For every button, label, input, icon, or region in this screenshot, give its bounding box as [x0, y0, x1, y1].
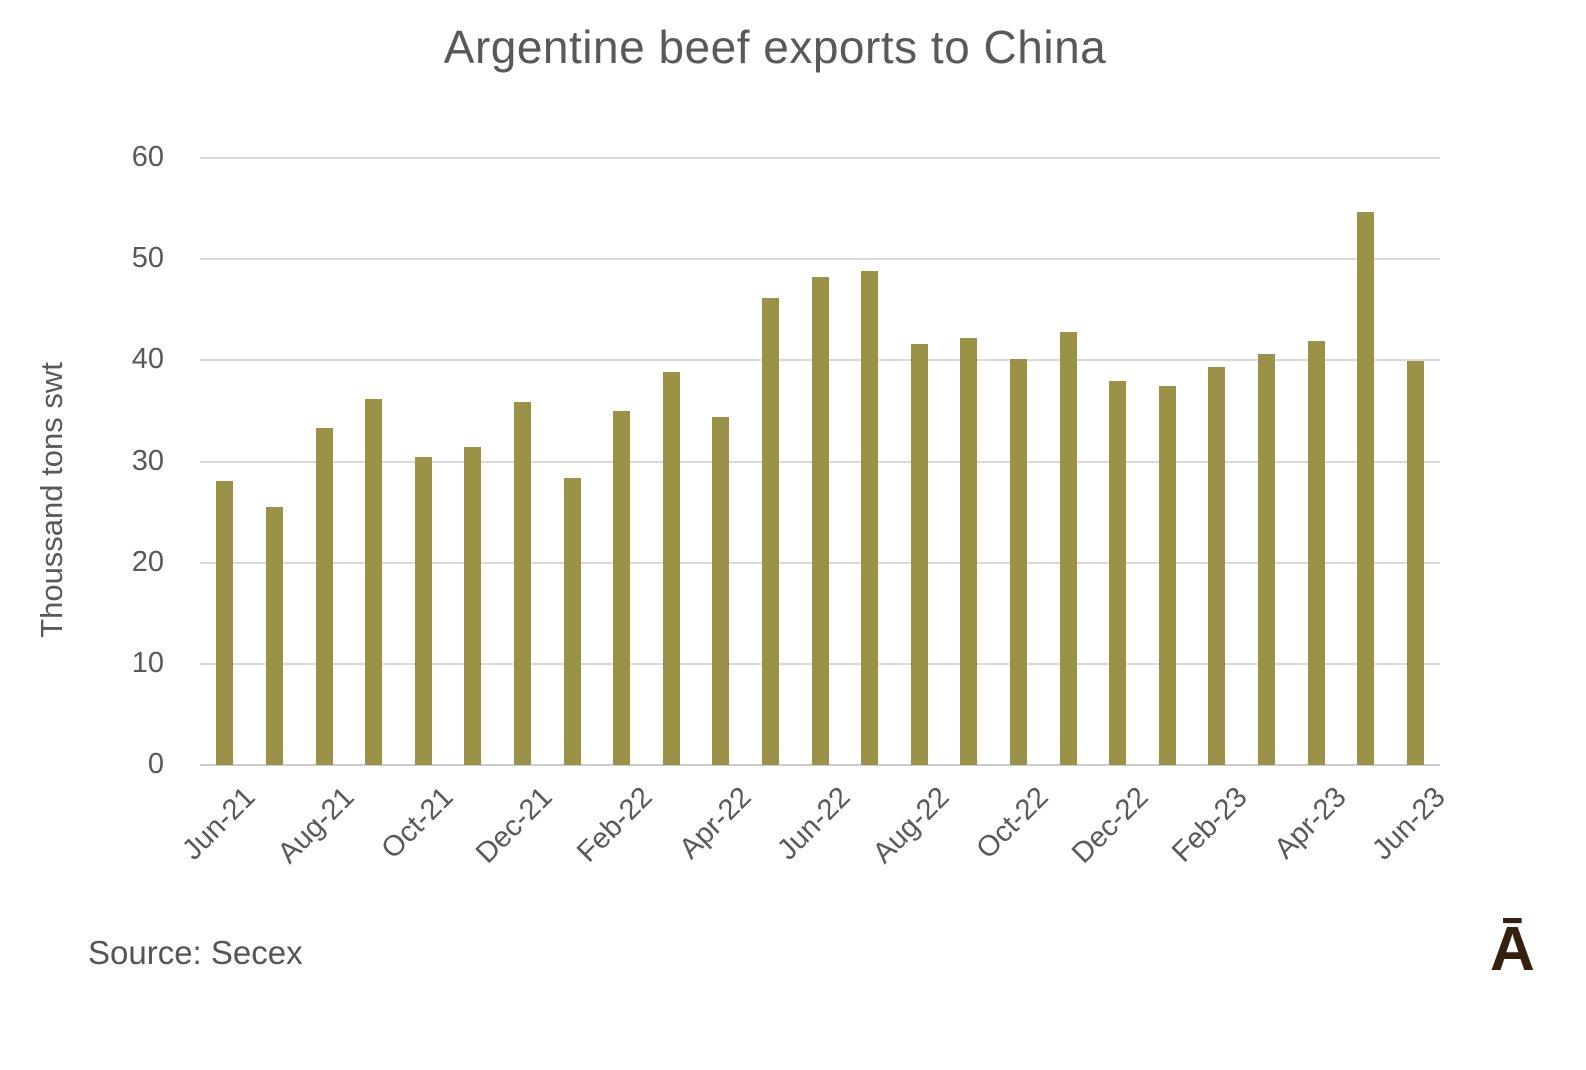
bar-Sep-21	[365, 398, 383, 765]
bar-Mar-23	[1257, 354, 1275, 765]
y-tick-label-30: 30	[131, 444, 164, 477]
chart-title: Argentine beef exports to China	[443, 21, 1107, 73]
plot-area	[200, 157, 1440, 766]
bar-Nov-21	[464, 447, 482, 765]
bar-Jun-21	[216, 480, 234, 765]
y-tick-label-40: 40	[131, 343, 164, 376]
bar-Aug-22	[910, 344, 928, 765]
y-tick-label-20: 20	[131, 545, 164, 578]
bar-Sep-22	[960, 338, 978, 765]
bar-May-23	[1357, 211, 1375, 765]
bar-Jul-21	[265, 507, 283, 765]
y-axis-title: Thoussand tons swt	[34, 362, 69, 638]
bar-Feb-23	[1208, 367, 1226, 765]
y-tick-label-10: 10	[131, 646, 164, 679]
grid-line-50	[200, 258, 1440, 261]
grid-line-60	[200, 157, 1440, 159]
grid-line-0	[200, 764, 1440, 766]
bar-Apr-22	[712, 417, 730, 765]
bar-Dec-21	[513, 401, 531, 765]
bar-Mar-22	[662, 372, 680, 765]
bar-Aug-21	[315, 428, 333, 765]
bar-Jan-22	[563, 477, 581, 765]
bar-Jun-22	[811, 277, 829, 765]
y-tick-label-50: 50	[131, 242, 164, 275]
bar-Oct-22	[1009, 359, 1027, 765]
bar-Apr-23	[1307, 341, 1325, 765]
bar-Dec-22	[1109, 380, 1127, 765]
a-macron-logo: Ā	[1490, 915, 1535, 984]
bar-Jan-23	[1158, 385, 1176, 765]
source-note: Source: Secex	[88, 934, 303, 971]
bar-May-22	[761, 297, 779, 765]
bar-Oct-21	[414, 457, 432, 765]
bar-Jul-22	[861, 271, 879, 765]
bar-Feb-22	[613, 410, 631, 765]
y-tick-label-0: 0	[147, 748, 164, 780]
bar-Jun-23	[1406, 361, 1424, 765]
y-tick-label-60: 60	[131, 141, 164, 173]
bar-Nov-22	[1059, 332, 1077, 765]
